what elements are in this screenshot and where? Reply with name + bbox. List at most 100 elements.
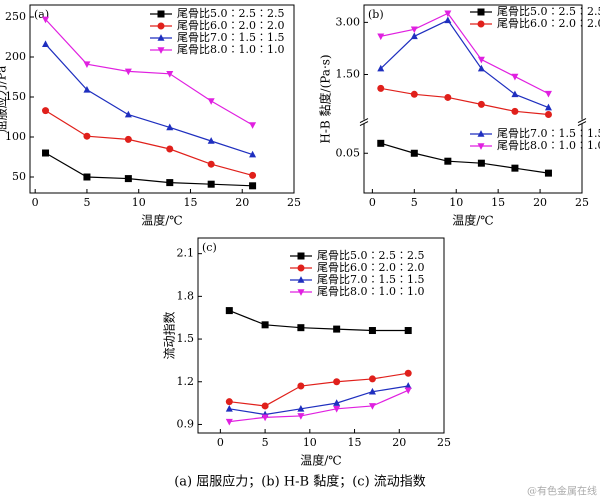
data-point [477, 159, 485, 167]
series-line [229, 372, 409, 407]
x-tick-label: 10 [449, 196, 463, 209]
caption: (a) 屈服应力；(b) H-B 黏度；(c) 流动指数 [174, 474, 426, 490]
data-point [404, 327, 412, 335]
data-point [511, 90, 519, 98]
data-point [444, 10, 452, 18]
y-tick-label: 150 [5, 90, 26, 103]
y-tick-label: 3.00 [336, 15, 361, 28]
x-tick-label: 20 [392, 436, 406, 449]
legend-label: 尾骨比8.0∶1.0∶1.0 [177, 43, 284, 56]
series-line [380, 12, 549, 95]
x-tick-label: 25 [575, 196, 589, 209]
legend-swatch [297, 264, 305, 272]
y-axis-label: 屈服应力/Pa [0, 66, 9, 133]
data-point [83, 173, 91, 181]
x-tick-label: 5 [83, 196, 90, 209]
data-point [166, 145, 174, 153]
data-point [511, 107, 519, 115]
data-point [368, 327, 376, 335]
y-axis-label: 流动指数 [162, 311, 177, 359]
legend-swatch [157, 10, 165, 18]
series-line [380, 87, 549, 116]
data-point [42, 149, 50, 157]
legend-swatch [477, 130, 485, 137]
legend-label: 尾骨比6.0∶2.0∶2.0 [497, 17, 600, 30]
x-axis-label: 温度/℃ [141, 213, 182, 228]
legend-swatch [157, 22, 165, 30]
data-point [261, 402, 269, 410]
legend-label: 尾骨比7.0∶1.5∶1.5 [317, 273, 424, 286]
data-point [297, 404, 305, 412]
legend-label: 尾骨比7.0∶1.5∶1.5 [177, 31, 284, 44]
data-point [166, 179, 174, 187]
legend-swatch [477, 143, 485, 150]
x-axis-label: 温度/℃ [452, 213, 493, 228]
data-point [42, 107, 50, 115]
data-point [124, 175, 132, 183]
data-point [333, 378, 341, 386]
x-tick-label: 15 [348, 436, 362, 449]
data-point [511, 73, 519, 81]
data-point [42, 16, 50, 24]
data-point [544, 110, 552, 118]
x-tick-label: 10 [303, 436, 317, 449]
data-point [444, 93, 452, 101]
series-line [229, 310, 409, 332]
series-line [45, 18, 253, 126]
y-tick-label: 200 [5, 50, 26, 63]
y-tick-label: 1.8 [177, 289, 195, 302]
data-point [410, 26, 418, 34]
axis-frame [29, 4, 295, 194]
legend-swatch [157, 34, 165, 41]
data-point [207, 98, 215, 105]
x-tick-label: 15 [183, 196, 197, 209]
y-tick-label: 100 [5, 130, 26, 143]
data-point [444, 157, 452, 165]
x-tick-label: 25 [287, 196, 301, 209]
data-point [544, 169, 552, 177]
data-point [207, 160, 215, 168]
axis-frame [197, 237, 445, 434]
panel-label: (c) [202, 241, 217, 254]
axis-break [577, 118, 587, 127]
x-tick-label: 20 [533, 196, 547, 209]
data-point [207, 137, 215, 144]
legend-swatch [477, 20, 485, 28]
data-point [333, 406, 341, 413]
data-point [477, 100, 485, 108]
data-point [249, 150, 257, 158]
y-axis-label: H-B 黏度/(Pa·s) [318, 54, 333, 143]
legend-swatch [477, 8, 485, 16]
data-point [404, 382, 412, 389]
data-point [368, 375, 376, 383]
data-point [207, 180, 215, 188]
data-point [368, 387, 376, 395]
legend-swatch [297, 289, 305, 296]
x-tick-label: 25 [437, 436, 451, 449]
data-point [166, 123, 174, 131]
legend-label: 尾骨比6.0∶2.0∶2.0 [317, 261, 424, 274]
y-tick-label: 0.05 [336, 146, 361, 159]
data-point [225, 418, 233, 426]
data-point [249, 122, 257, 129]
data-point [225, 307, 233, 315]
data-point [410, 149, 418, 157]
data-point [377, 84, 385, 92]
legend-label: 尾骨比6.0∶2.0∶2.0 [177, 19, 284, 32]
x-axis-label: 温度/℃ [300, 453, 341, 468]
data-point [42, 40, 50, 47]
data-point [83, 85, 91, 93]
x-tick-label: 0 [369, 196, 376, 209]
x-tick-label: 0 [32, 196, 39, 209]
axis-break [359, 118, 369, 127]
y-tick-label: 250 [5, 10, 26, 23]
data-point [477, 64, 485, 72]
data-point [166, 71, 174, 78]
data-point [404, 387, 412, 395]
data-point [297, 382, 305, 390]
data-point [477, 56, 485, 64]
x-tick-label: 15 [491, 196, 505, 209]
data-point [83, 132, 91, 140]
legend-label: 尾骨比5.0∶2.5∶2.5 [497, 5, 600, 18]
